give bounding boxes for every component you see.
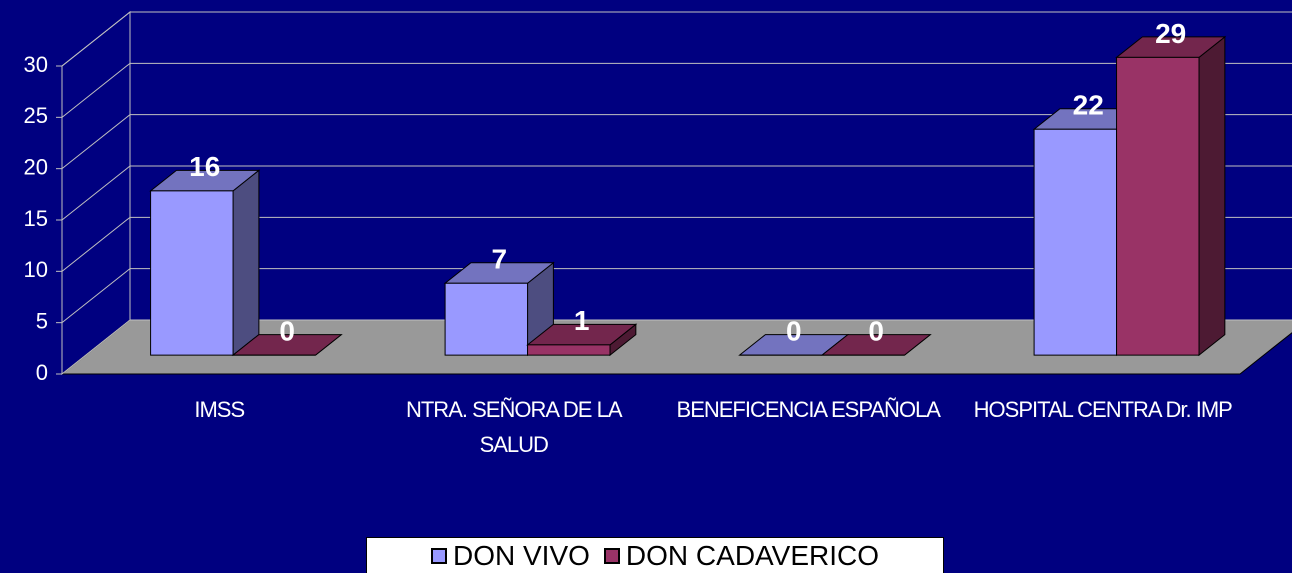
legend-swatch	[603, 547, 620, 564]
bar-side	[1198, 35, 1226, 357]
x-tick-label: NTRA. SEÑORA DE LA SALUD	[405, 397, 623, 457]
value-label: 7	[491, 244, 507, 275]
value-label: 1	[574, 305, 590, 336]
value-label: 0	[786, 315, 802, 346]
y-tick-label: 15	[24, 206, 48, 231]
bar	[1116, 56, 1200, 356]
legend-label: DON VIVO	[453, 539, 590, 571]
bar	[150, 190, 234, 356]
bar-side	[232, 169, 260, 357]
y-tick-label: 0	[36, 360, 48, 385]
y-tick-label: 25	[24, 103, 48, 128]
y-tick-label: 10	[24, 257, 48, 282]
bar	[444, 282, 529, 356]
value-label: 0	[868, 315, 884, 346]
grid-line	[61, 62, 1292, 118]
value-label: 22	[1073, 90, 1104, 121]
y-tick-label: 20	[24, 154, 48, 179]
y-tick-label: 30	[24, 52, 48, 77]
value-label: 29	[1155, 18, 1186, 49]
bar	[1033, 128, 1118, 356]
grid-line	[61, 114, 1292, 170]
value-label: 0	[279, 315, 295, 346]
grid-line	[61, 11, 1292, 67]
x-tick-label: IMSS	[194, 397, 245, 422]
legend-label: DON CADAVERICO	[625, 539, 879, 571]
legend-swatch	[431, 547, 447, 564]
legend: DON VIVO DON CADAVERICO	[366, 537, 944, 573]
legend-item: DON CADAVERICO	[603, 539, 879, 572]
y-tick-label: 5	[36, 308, 48, 333]
value-label: 16	[189, 151, 220, 182]
legend-item: DON VIVO	[431, 540, 590, 572]
bar	[527, 344, 611, 356]
x-tick-label: BENEFICENCIA ESPAÑOLA	[676, 397, 941, 422]
x-tick-label: HOSPITAL CENTRA Dr. IMP	[973, 397, 1233, 422]
